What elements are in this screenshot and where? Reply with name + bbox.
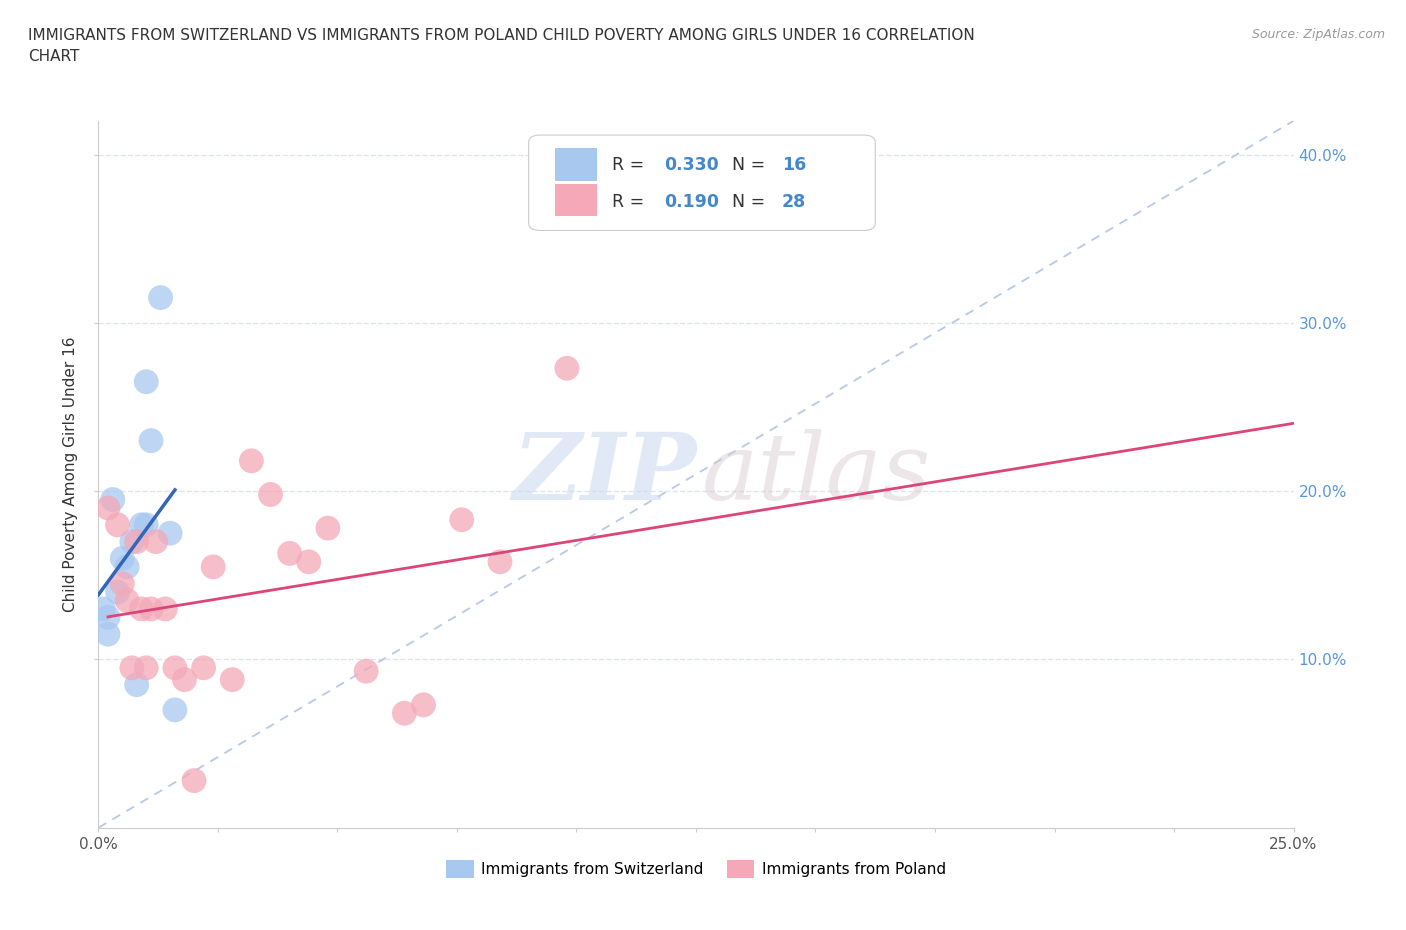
Text: 28: 28 xyxy=(782,193,806,211)
Text: R =: R = xyxy=(613,156,650,175)
Text: 0.190: 0.190 xyxy=(664,193,718,211)
Text: 16: 16 xyxy=(782,156,806,175)
Point xyxy=(139,433,162,448)
Point xyxy=(97,500,120,515)
Point xyxy=(155,602,177,617)
Point xyxy=(121,534,143,549)
Point xyxy=(202,560,225,575)
Point xyxy=(163,702,186,717)
Point xyxy=(121,660,143,675)
Point xyxy=(107,517,129,532)
Point xyxy=(450,512,472,527)
Point xyxy=(489,554,512,569)
Text: ZIP: ZIP xyxy=(512,430,696,519)
Point xyxy=(159,525,181,540)
Point xyxy=(193,660,215,675)
Point xyxy=(131,602,153,617)
FancyBboxPatch shape xyxy=(555,184,596,217)
Point xyxy=(259,487,281,502)
Point xyxy=(163,660,186,675)
Y-axis label: Child Poverty Among Girls Under 16: Child Poverty Among Girls Under 16 xyxy=(63,337,79,612)
Point xyxy=(115,593,138,608)
Point xyxy=(135,660,157,675)
Point xyxy=(298,554,321,569)
Point xyxy=(131,517,153,532)
Point xyxy=(115,560,138,575)
FancyBboxPatch shape xyxy=(555,149,596,181)
Text: N =: N = xyxy=(733,193,770,211)
Point xyxy=(139,602,162,617)
Point xyxy=(91,602,114,617)
Point xyxy=(125,677,148,692)
Text: IMMIGRANTS FROM SWITZERLAND VS IMMIGRANTS FROM POLAND CHILD POVERTY AMONG GIRLS : IMMIGRANTS FROM SWITZERLAND VS IMMIGRANT… xyxy=(28,28,974,64)
Point xyxy=(97,627,120,642)
Point xyxy=(278,546,301,561)
Point xyxy=(101,492,124,507)
Point xyxy=(149,290,172,305)
Point xyxy=(183,773,205,788)
Point xyxy=(316,521,339,536)
Point xyxy=(107,585,129,600)
Text: 0.330: 0.330 xyxy=(664,156,718,175)
Point xyxy=(221,672,243,687)
Point xyxy=(135,517,157,532)
Point xyxy=(97,610,120,625)
Point xyxy=(111,577,134,591)
Point xyxy=(555,361,578,376)
Point xyxy=(125,534,148,549)
Legend: Immigrants from Switzerland, Immigrants from Poland: Immigrants from Switzerland, Immigrants … xyxy=(440,854,952,883)
Point xyxy=(394,706,416,721)
Point xyxy=(135,374,157,389)
Point xyxy=(111,551,134,565)
Text: atlas: atlas xyxy=(702,430,931,519)
Text: R =: R = xyxy=(613,193,650,211)
Point xyxy=(145,534,167,549)
FancyBboxPatch shape xyxy=(529,135,876,231)
Text: Source: ZipAtlas.com: Source: ZipAtlas.com xyxy=(1251,28,1385,41)
Point xyxy=(354,664,377,679)
Text: N =: N = xyxy=(733,156,770,175)
Point xyxy=(173,672,195,687)
Point xyxy=(412,698,434,712)
Point xyxy=(240,454,263,469)
